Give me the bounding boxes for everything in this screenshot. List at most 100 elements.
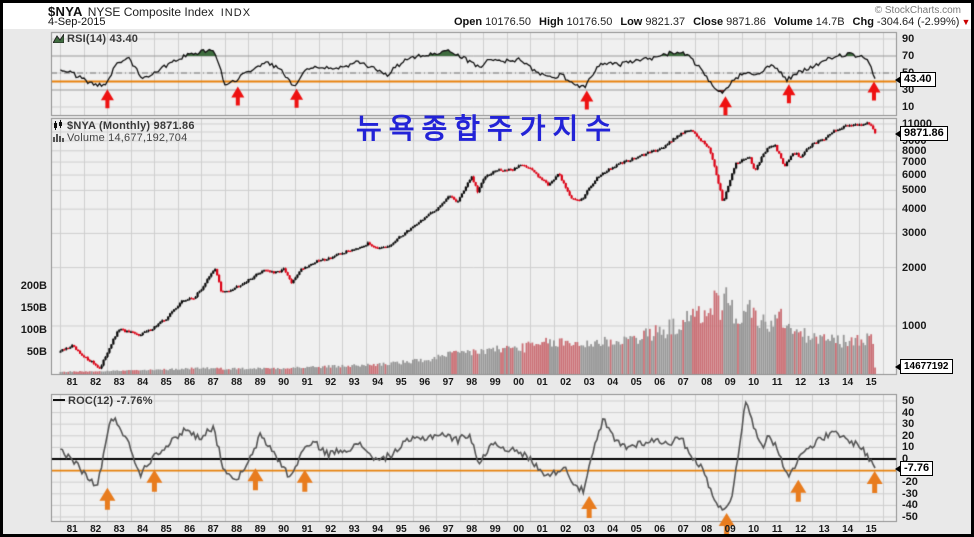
- x-year-label: 86: [184, 524, 196, 535]
- quote-value: 9871.86: [726, 16, 766, 28]
- quote-label: Low: [620, 16, 643, 28]
- quote-label: Chg: [852, 16, 874, 28]
- title-line: $NYA NYSE Composite Index INDX: [48, 4, 251, 19]
- x-year-label: 81: [66, 524, 78, 535]
- rsi-legend-label: RSI(14) 43.40: [67, 33, 139, 45]
- axis-tick-label: 2000: [902, 261, 927, 274]
- x-year-label: 84: [137, 524, 149, 535]
- axis-tick-label: 20: [902, 429, 915, 442]
- x-year-label: 00: [513, 377, 525, 388]
- x-year-label: 03: [583, 377, 595, 388]
- x-year-label: 97: [442, 524, 454, 535]
- x-year-label: 13: [818, 524, 830, 535]
- x-year-label: 89: [254, 524, 266, 535]
- roc-legend-label: ROC(12) -7.76%: [68, 395, 153, 407]
- axis-tick-label: 8000: [902, 144, 927, 157]
- x-year-label: 15: [865, 524, 877, 535]
- x-year-label: 04: [607, 524, 619, 535]
- x-year-label: 09: [724, 524, 736, 535]
- axis-tick-label: 50: [902, 395, 915, 407]
- roc-line-icon: [53, 399, 65, 401]
- x-year-label: 95: [395, 524, 407, 535]
- x-year-label: 15: [865, 377, 877, 388]
- quote-date: 4-Sep-2015: [48, 16, 106, 28]
- quote-value: 10176.50: [485, 16, 532, 28]
- stockcharts-credit: © StockCharts.com: [874, 5, 961, 16]
- x-year-label: 05: [630, 524, 642, 535]
- x-year-label: 95: [395, 377, 407, 388]
- x-year-label: 07: [677, 377, 689, 388]
- x-year-label: 01: [536, 377, 548, 388]
- axis-tick-label: -20: [902, 476, 918, 489]
- x-year-label: 00: [513, 524, 525, 535]
- axis-tick-label: 100B: [20, 324, 47, 336]
- x-year-label: 96: [419, 524, 431, 535]
- x-year-label: 13: [818, 377, 830, 388]
- index-name: NYSE Composite Index: [87, 5, 214, 19]
- axis-tick-label: 7000: [902, 156, 927, 169]
- x-year-label: 99: [489, 377, 501, 388]
- candlestick-icon: [53, 120, 64, 133]
- x-year-label: 03: [583, 524, 595, 535]
- axis-tick-label: 200B: [20, 280, 47, 292]
- x-year-label: 90: [278, 377, 290, 388]
- x-year-label: 11: [771, 377, 783, 388]
- roc-value-box: -7.76: [894, 461, 934, 476]
- volume-legend: Volume 14,677,192,704: [53, 132, 187, 145]
- rsi-indicator-icon: [52, 32, 65, 46]
- axis-tick-label: 1000: [902, 320, 927, 332]
- axis-tick-label: 40: [902, 406, 915, 419]
- price-legend: $NYA (Monthly) 9871.86: [53, 120, 195, 133]
- x-year-label: 91: [301, 377, 313, 388]
- quote-label: Volume: [773, 16, 813, 28]
- axis-tick-label: 90: [902, 33, 915, 45]
- quote-value: 14.7B: [815, 16, 845, 28]
- x-year-label: 94: [372, 377, 384, 388]
- x-year-label: 14: [842, 377, 854, 388]
- axis-tick-label: 50B: [26, 346, 47, 358]
- axis-tick-label: 6000: [902, 169, 927, 182]
- x-year-label: 89: [254, 377, 266, 388]
- x-year-label: 04: [607, 377, 619, 388]
- x-year-label: 06: [654, 377, 666, 388]
- price-legend-label: $NYA (Monthly) 9871.86: [67, 120, 195, 132]
- x-year-label: 05: [630, 377, 642, 388]
- x-year-label: 08: [701, 524, 713, 535]
- axis-tick-label: 150B: [20, 302, 47, 314]
- volume-legend-label: Volume 14,677,192,704: [67, 132, 188, 144]
- x-year-label: 82: [90, 524, 102, 535]
- x-year-label: 99: [489, 524, 501, 535]
- x-year-label: 86: [184, 377, 196, 388]
- x-year-label: 84: [137, 377, 149, 388]
- axis-tick-label: 4000: [902, 203, 927, 216]
- x-year-label: 12: [795, 377, 807, 388]
- x-year-label: 92: [325, 524, 337, 535]
- x-year-label: 93: [348, 524, 360, 535]
- x-year-label: 85: [160, 524, 172, 535]
- x-year-label: 88: [231, 377, 243, 388]
- axis-tick-label: 70: [902, 50, 915, 62]
- x-year-label: 87: [207, 377, 219, 388]
- axis-tick-label: -40: [902, 499, 918, 512]
- x-year-label: 82: [90, 377, 102, 388]
- x-year-label: 81: [66, 377, 78, 388]
- roc-legend: ROC(12) -7.76%: [53, 395, 153, 407]
- x-year-label: 07: [677, 524, 689, 535]
- axis-tick-label: 30: [902, 418, 915, 431]
- price-value-box: 9871.86: [895, 126, 948, 142]
- rsi-value-box: 43.40: [895, 71, 936, 87]
- x-year-label: 96: [419, 377, 431, 388]
- x-year-label: 83: [113, 377, 125, 388]
- quote-label: Close: [693, 16, 724, 28]
- x-year-label: 10: [748, 524, 760, 535]
- x-year-label: 10: [748, 377, 760, 388]
- axis-tick-label: 10: [902, 101, 915, 113]
- rsi-legend: RSI(14) 43.40: [52, 32, 139, 46]
- axis-tick-label: 3000: [902, 227, 927, 240]
- axis-tick-label: 30: [902, 84, 915, 96]
- korean-annotation: 뉴욕종합주가지수: [356, 112, 619, 145]
- x-year-label: 14: [842, 524, 854, 535]
- x-year-label: 11: [771, 524, 783, 535]
- axis-tick-label: 0: [902, 453, 909, 465]
